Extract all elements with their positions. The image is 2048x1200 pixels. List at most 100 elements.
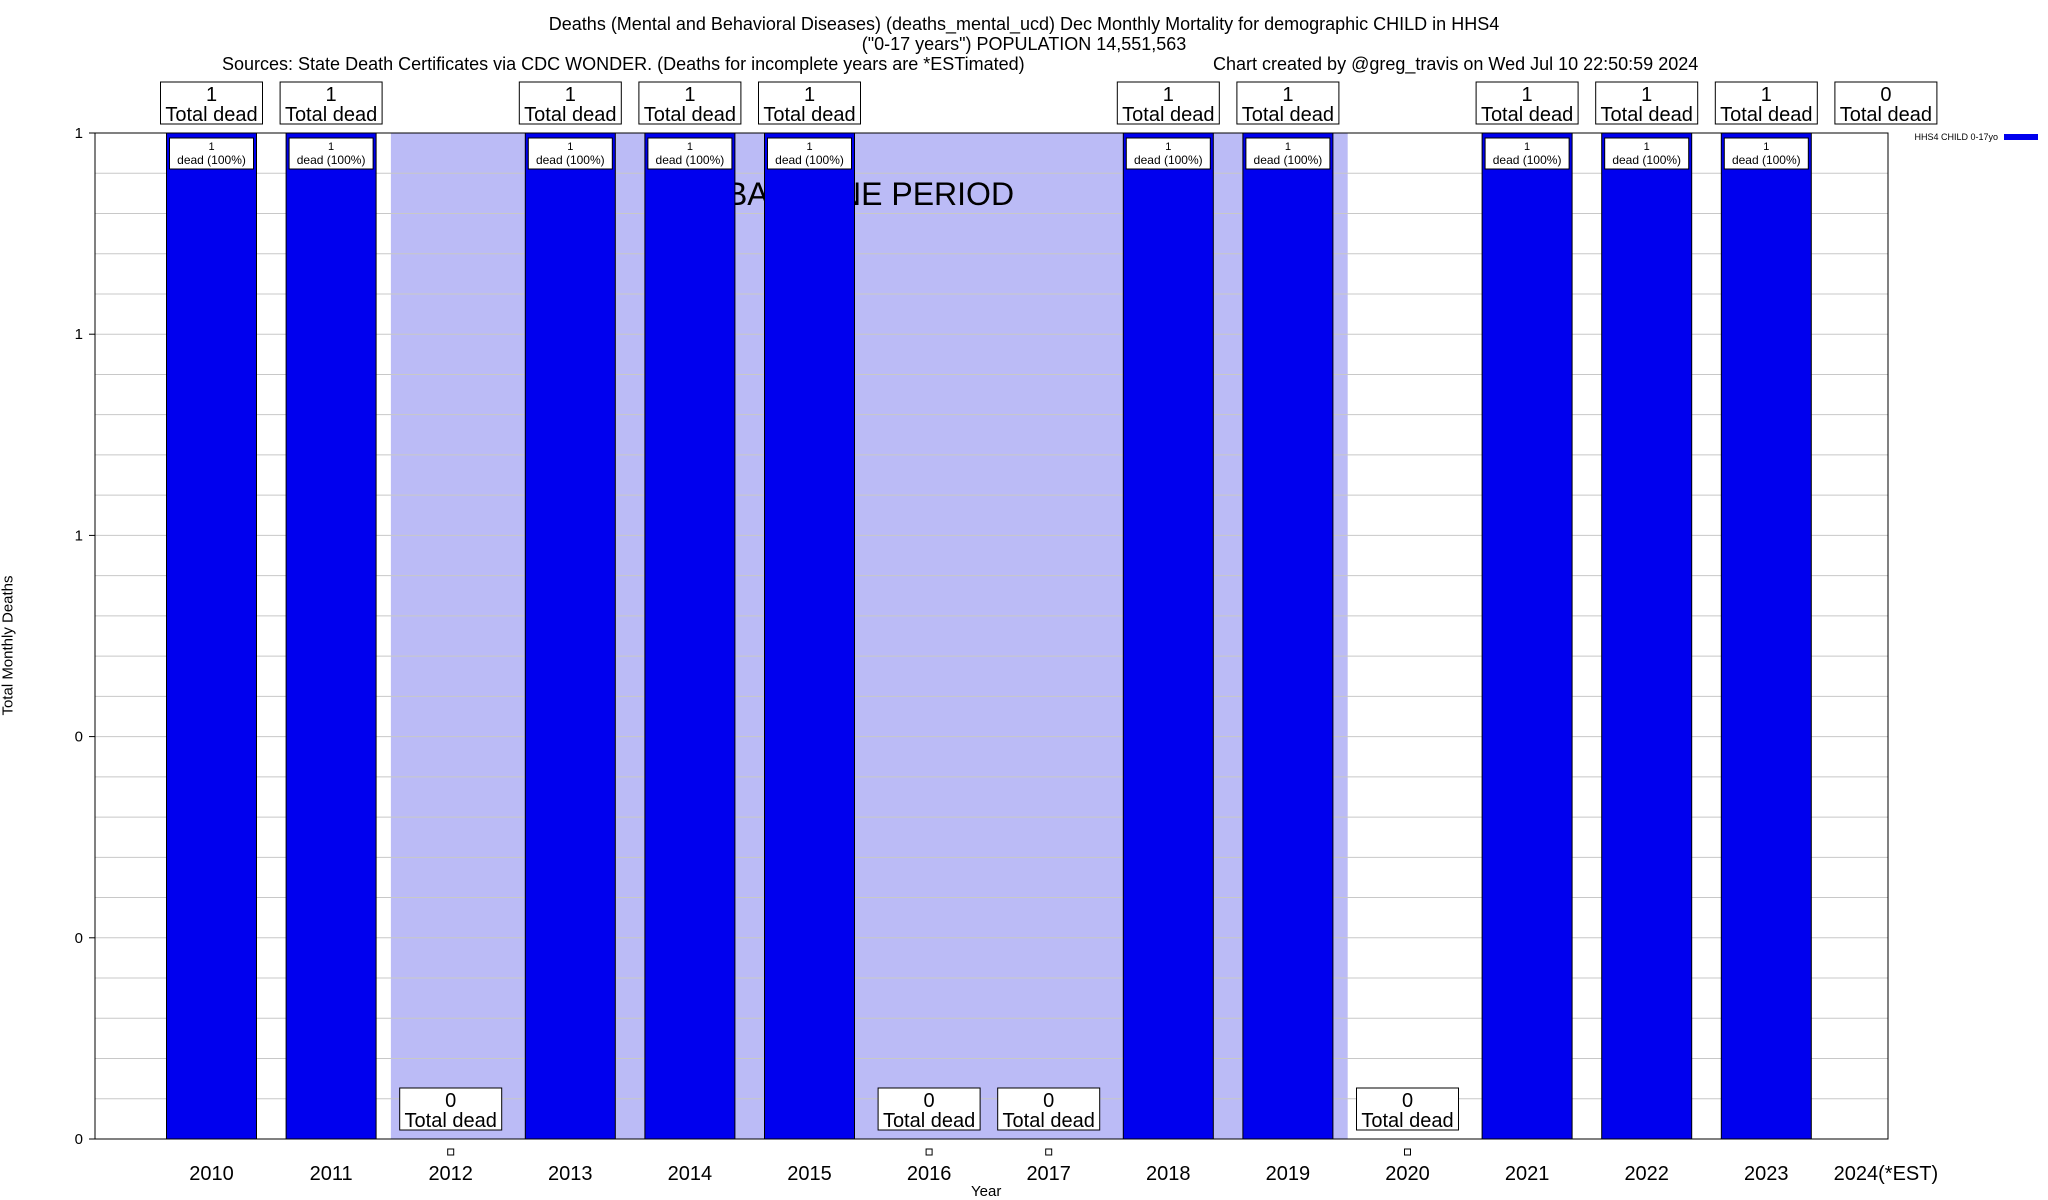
total-box — [399, 1087, 503, 1131]
zero-marker — [447, 1148, 455, 1156]
total-value: 1 — [1761, 84, 1772, 106]
bar — [644, 132, 736, 1140]
total-label: Total dead — [1003, 1110, 1095, 1132]
total-label: Total dead — [1361, 1110, 1453, 1132]
data-label-text: dead (100%) — [1732, 153, 1801, 167]
data-label-text: dead (100%) — [177, 153, 246, 167]
bar — [1481, 132, 1573, 1140]
total-box — [1834, 81, 1938, 125]
data-label-box — [169, 137, 254, 170]
data-label-text: dead (100%) — [775, 153, 844, 167]
legend-label: HHS4 CHILD 0-17yo — [1914, 132, 1998, 142]
total-value: 0 — [924, 1090, 935, 1112]
data-label-value: 1 — [1644, 141, 1650, 153]
plot-frame — [94, 132, 1889, 1140]
total-box — [1116, 81, 1220, 125]
data-label-text: dead (100%) — [1254, 153, 1323, 167]
total-value: 1 — [565, 84, 576, 106]
total-box — [877, 1087, 981, 1131]
data-label-value: 1 — [328, 141, 334, 153]
x-tick-label: 2014 — [668, 1163, 713, 1185]
chart-title: Deaths (Mental and Behavioral Diseases) … — [548, 14, 1500, 34]
data-label-box — [527, 137, 613, 170]
data-label-text: dead (100%) — [656, 153, 725, 167]
total-box — [518, 81, 622, 125]
data-label-box — [1723, 137, 1809, 170]
total-box — [997, 1087, 1101, 1131]
x-tick-label: 2013 — [548, 1163, 593, 1185]
bar — [285, 132, 377, 1140]
data-label-value: 1 — [567, 141, 573, 153]
x-tick-label: 2012 — [428, 1163, 473, 1185]
x-tick-label: 2018 — [1146, 1163, 1191, 1185]
sources-note: Sources: State Death Certificates via CD… — [222, 54, 1025, 74]
total-value: 1 — [206, 84, 217, 106]
y-tick-label: 1 — [75, 527, 83, 544]
total-box — [1595, 81, 1699, 125]
total-value: 0 — [1402, 1090, 1413, 1112]
total-value: 1 — [1522, 84, 1533, 106]
data-label-box — [1484, 137, 1570, 170]
bar — [524, 132, 616, 1140]
bar — [1242, 132, 1334, 1140]
x-axis-label: Year — [971, 1183, 1002, 1200]
zero-marker — [925, 1148, 933, 1156]
zero-marker — [1404, 1148, 1411, 1156]
total-value: 1 — [1641, 84, 1652, 106]
bar — [764, 132, 855, 1140]
x-tick-label: 2011 — [310, 1163, 353, 1185]
data-label-box — [1125, 137, 1211, 170]
total-box — [1714, 81, 1818, 125]
y-tick-label: 1 — [75, 326, 83, 343]
total-box — [758, 81, 861, 125]
total-value: 1 — [1282, 84, 1293, 106]
total-value: 0 — [445, 1090, 456, 1112]
total-label: Total dead — [763, 104, 855, 126]
total-box — [160, 81, 263, 125]
data-label-box — [647, 137, 733, 170]
total-box — [279, 81, 383, 125]
total-label: Total dead — [1840, 104, 1932, 126]
x-tick-label: 2021 — [1505, 1163, 1550, 1185]
data-label-text: dead (100%) — [1493, 153, 1562, 167]
x-tick-label: 2023 — [1744, 1163, 1789, 1185]
total-value: 1 — [804, 84, 815, 106]
total-box — [1475, 81, 1579, 125]
total-label: Total dead — [1720, 104, 1812, 126]
total-label: Total dead — [1601, 104, 1693, 126]
data-label-value: 1 — [1165, 141, 1171, 153]
data-label-value: 1 — [1763, 141, 1769, 153]
data-label-box — [1245, 137, 1331, 170]
credit-note: Chart created by @greg_travis on Wed Jul… — [1213, 54, 1699, 74]
y-tick-label: 1 — [75, 125, 83, 142]
total-value: 1 — [1163, 84, 1174, 106]
zero-marker — [1045, 1148, 1053, 1156]
data-label-box — [767, 137, 852, 170]
chart-subtitle: ("0-17 years") POPULATION 14,551,563 — [861, 34, 1187, 54]
bar — [166, 132, 257, 1140]
bar — [1601, 132, 1693, 1140]
total-box — [1356, 1087, 1459, 1131]
data-label-value: 1 — [687, 141, 693, 153]
total-label: Total dead — [1122, 104, 1214, 126]
x-tick-label: 2010 — [189, 1163, 234, 1185]
x-tick-label: 2022 — [1624, 1163, 1669, 1185]
total-label: Total dead — [165, 104, 257, 126]
x-tick-label: 2020 — [1385, 1163, 1430, 1185]
total-label: Total dead — [644, 104, 736, 126]
total-label: Total dead — [1242, 104, 1334, 126]
y-tick-label: 0 — [75, 729, 83, 746]
total-value: 1 — [684, 84, 695, 106]
x-tick-label: 2019 — [1266, 1163, 1311, 1185]
data-label-text: dead (100%) — [1612, 153, 1681, 167]
data-label-text: dead (100%) — [1134, 153, 1203, 167]
data-label-box — [1604, 137, 1690, 170]
legend-swatch — [2004, 134, 2038, 140]
data-label-value: 1 — [208, 141, 214, 153]
data-label-value: 1 — [1285, 141, 1291, 153]
x-tick-label: 2024(*EST) — [1834, 1163, 1939, 1185]
x-tick-label: 2016 — [907, 1163, 952, 1185]
data-label-text: dead (100%) — [536, 153, 605, 167]
data-label-value: 1 — [1524, 141, 1530, 153]
